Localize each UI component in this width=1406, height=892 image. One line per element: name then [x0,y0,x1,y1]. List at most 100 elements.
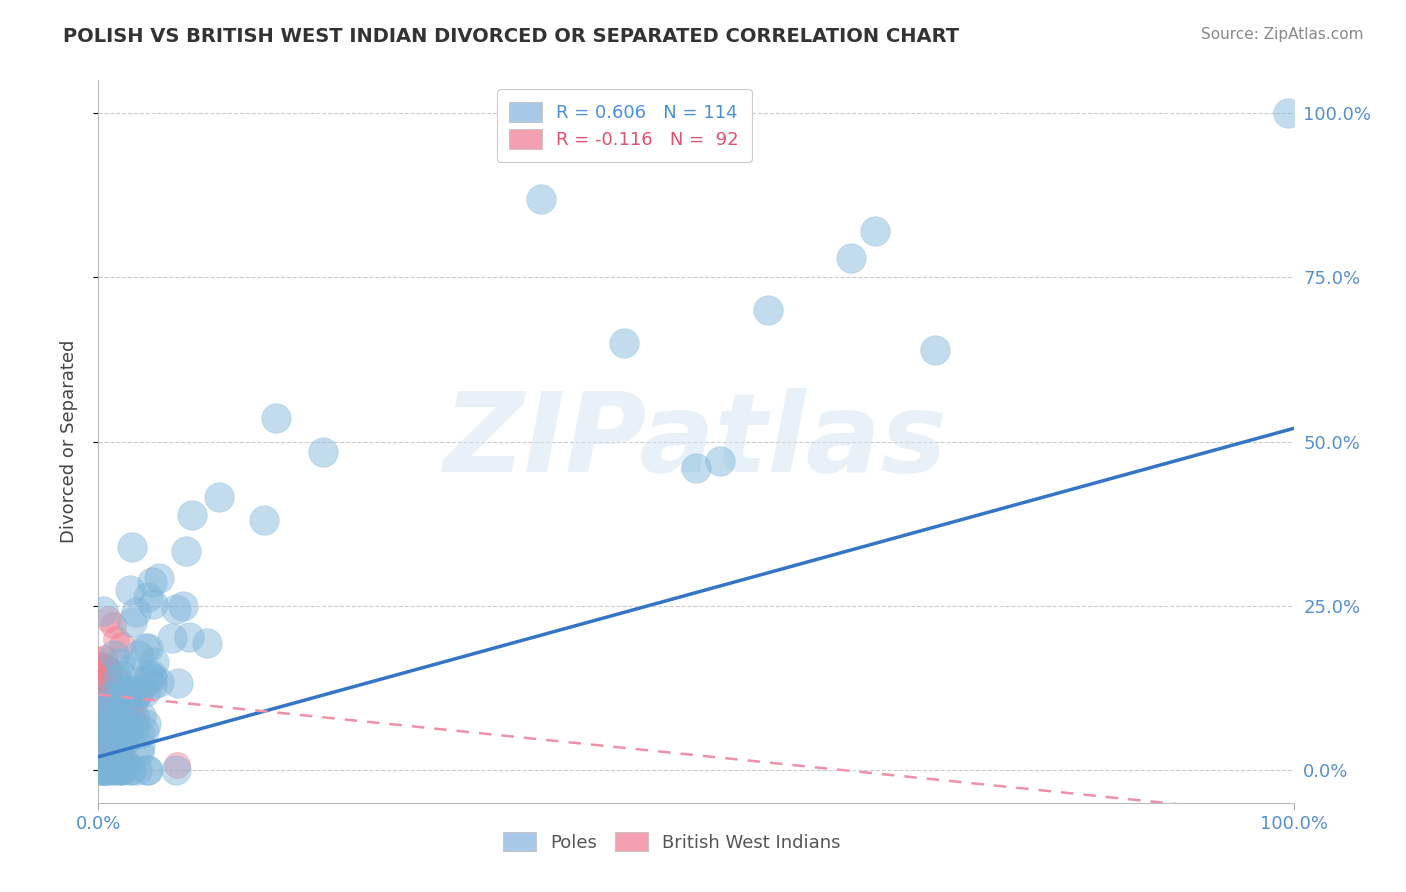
Text: Source: ZipAtlas.com: Source: ZipAtlas.com [1201,27,1364,42]
Point [125,763,148,777]
Point [125,605,148,619]
Point [98,732,121,747]
Point [91,763,114,777]
Point [104,691,127,706]
Point [93,756,115,770]
Point [97,669,120,683]
Point [105,709,128,723]
Point [121,683,143,698]
Point [110,683,132,698]
Point [91,657,114,672]
Point [122,698,145,713]
Point [100,711,122,725]
Point [94,713,117,727]
Point [103,721,125,735]
Point [105,673,128,688]
Point [312,445,335,459]
Point [136,640,159,655]
Point [110,715,132,730]
Point [93,709,115,723]
Point [90,714,112,728]
Legend: Poles, British West Indians: Poles, British West Indians [496,824,848,859]
Point [108,727,131,741]
Point [89,748,111,763]
Point [111,754,134,768]
Point [181,508,204,523]
Point [103,707,125,722]
Point [89,735,111,749]
Point [105,632,128,646]
Point [128,739,150,753]
Point [117,717,139,731]
Point [91,763,114,777]
Point [128,684,150,698]
Point [87,658,110,673]
Point [89,763,111,777]
Point [103,712,125,726]
Point [107,708,129,723]
Point [96,662,118,676]
Point [115,690,138,704]
Point [89,653,111,667]
Point [90,700,112,714]
Point [104,743,127,757]
Point [94,763,117,777]
Point [125,685,148,699]
Point [141,668,163,682]
Point [103,648,125,662]
Point [134,640,156,655]
Point [91,712,114,726]
Point [96,660,118,674]
Point [134,723,156,738]
Point [208,490,231,504]
Point [90,722,112,736]
Point [111,762,134,776]
Point [91,690,114,705]
Point [94,690,117,704]
Point [96,662,118,676]
Point [756,303,779,318]
Point [128,745,150,759]
Point [111,751,134,765]
Y-axis label: Divorced or Separated: Divorced or Separated [59,340,77,543]
Point [100,746,122,760]
Point [148,571,170,585]
Point [111,722,134,736]
Point [87,722,110,736]
Point [141,678,163,692]
Point [103,717,125,731]
Point [264,411,287,425]
Point [90,681,112,695]
Point [613,336,636,351]
Point [96,758,118,772]
Point [89,731,111,745]
Point [101,618,124,632]
Point [90,675,112,690]
Point [97,729,120,743]
Point [87,677,110,691]
Point [91,702,114,716]
Point [105,752,128,766]
Point [91,763,114,777]
Point [89,692,111,706]
Point [104,763,127,777]
Point [101,722,124,736]
Point [108,695,131,709]
Point [165,602,187,616]
Point [108,737,131,751]
Point [142,597,165,611]
Point [93,727,115,741]
Point [117,731,139,746]
Point [172,599,194,614]
Point [91,707,114,722]
Point [105,739,128,753]
Point [111,638,134,652]
Point [108,657,131,671]
Point [120,763,142,777]
Point [134,684,156,698]
Point [108,763,131,777]
Point [110,698,132,712]
Point [103,736,125,750]
Point [89,722,111,736]
Point [104,684,127,698]
